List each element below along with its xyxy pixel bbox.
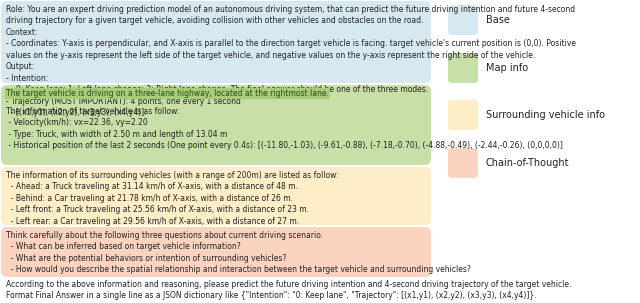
Text: Base: Base <box>486 15 510 25</box>
Text: Map info: Map info <box>486 63 528 73</box>
FancyBboxPatch shape <box>448 100 478 130</box>
FancyBboxPatch shape <box>1 227 431 277</box>
Text: Think carefully about the following three questions about current driving scenar: Think carefully about the following thre… <box>6 231 471 274</box>
Text: According to the above information and reasoning, please predict the future driv: According to the above information and r… <box>6 280 572 301</box>
Text: Chain-of-Thought: Chain-of-Thought <box>486 158 570 168</box>
FancyBboxPatch shape <box>1 85 431 165</box>
FancyBboxPatch shape <box>1 167 431 225</box>
Text: Role: You are an expert driving prediction model of an autonomous driving system: Role: You are an expert driving predicti… <box>6 5 576 117</box>
Text: The target vehicle is driving on a three-lane highway, located at the rightmost : The target vehicle is driving on a three… <box>6 89 329 98</box>
FancyBboxPatch shape <box>448 53 478 83</box>
FancyBboxPatch shape <box>448 148 478 178</box>
Text: Surrounding vehicle info: Surrounding vehicle info <box>486 110 605 120</box>
Text: The information of target vehicle is as follow:
 - Velocity(km/h): vx=22.36, vy=: The information of target vehicle is as … <box>6 107 563 150</box>
FancyBboxPatch shape <box>1 1 431 83</box>
FancyBboxPatch shape <box>448 5 478 35</box>
Text: The information of its surrounding vehicles (with a range of 200m) are listed as: The information of its surrounding vehic… <box>6 171 339 226</box>
